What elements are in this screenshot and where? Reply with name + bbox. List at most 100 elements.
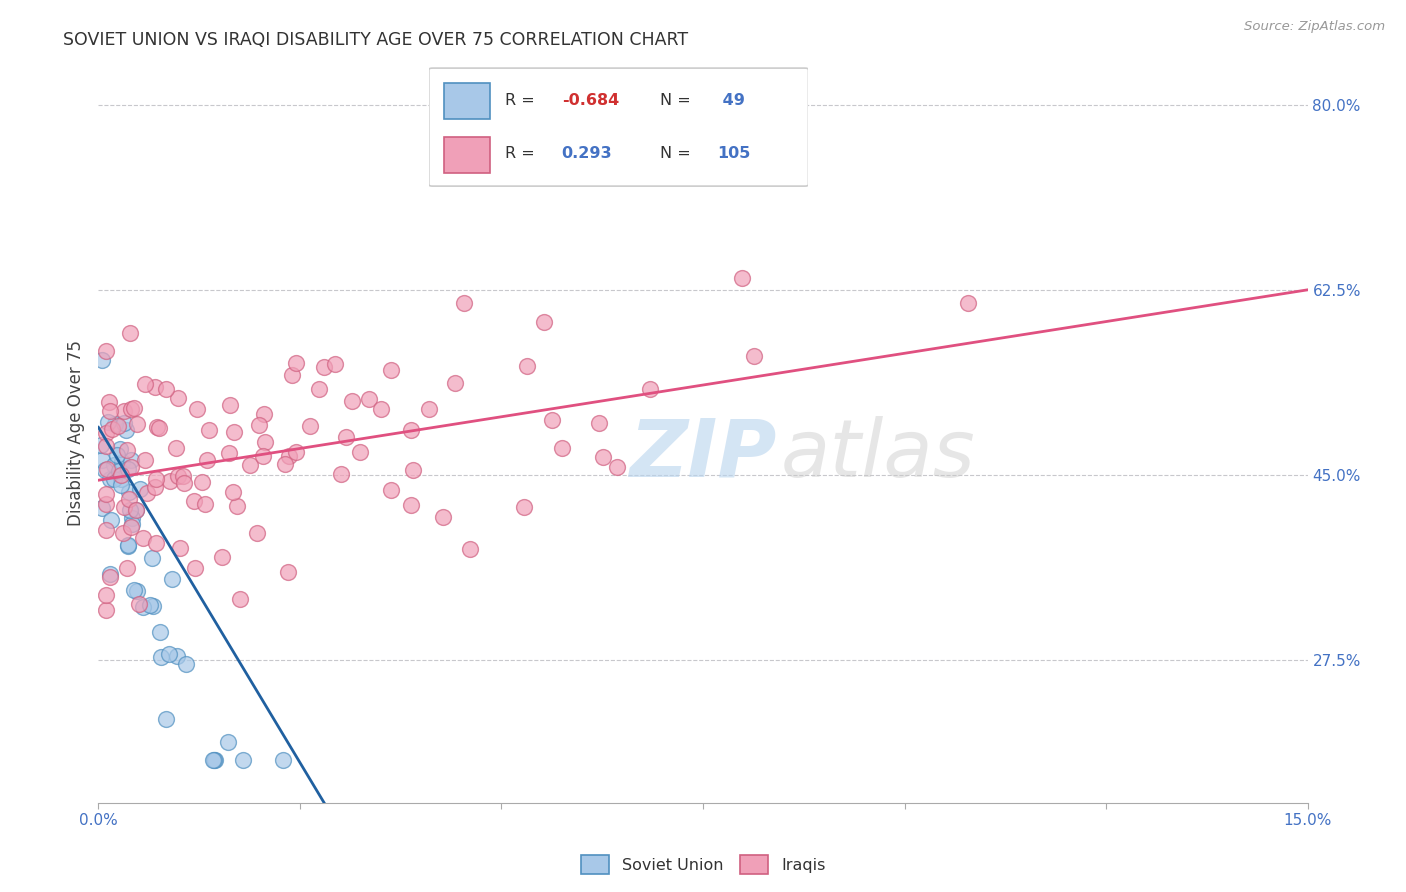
Point: [592, 450, 614, 464]
Point: [149, 624, 172, 639]
Point: [432, 510, 454, 524]
Point: [98, 472, 121, 486]
Point: [110, 455, 132, 469]
Point: [224, 425, 246, 439]
Point: [145, 535, 167, 549]
Point: [194, 497, 217, 511]
Point: [121, 516, 143, 531]
Point: [533, 316, 555, 330]
Point: [160, 572, 183, 586]
Point: [402, 463, 425, 477]
Point: [100, 513, 122, 527]
Point: [110, 468, 132, 483]
Point: [107, 419, 129, 434]
Point: [108, 464, 131, 478]
Point: [122, 401, 145, 415]
Point: [172, 469, 194, 483]
Point: [606, 460, 628, 475]
Point: [115, 423, 138, 437]
Text: ZIP: ZIP: [630, 416, 776, 494]
Bar: [444, 136, 489, 173]
Point: [145, 472, 167, 486]
Point: [98, 570, 121, 584]
Point: [110, 442, 132, 456]
Point: [211, 550, 233, 565]
Bar: [444, 83, 489, 119]
Point: [97, 415, 120, 429]
Point: [340, 394, 363, 409]
Text: R =: R =: [505, 93, 534, 108]
Point: [98, 567, 121, 582]
Point: [225, 500, 247, 514]
Text: R =: R =: [505, 146, 534, 161]
Point: [91, 453, 114, 467]
Point: [278, 450, 301, 464]
Point: [96, 523, 118, 537]
Point: [370, 402, 392, 417]
Point: [112, 403, 135, 417]
Point: [513, 500, 536, 515]
Point: [312, 359, 335, 374]
Point: [541, 413, 564, 427]
Text: -0.684: -0.684: [561, 93, 619, 108]
Point: [325, 357, 347, 371]
Point: [239, 458, 262, 473]
Point: [112, 416, 135, 430]
Point: [128, 482, 150, 496]
Point: [357, 392, 380, 406]
Point: [103, 472, 125, 486]
Point: [742, 350, 765, 364]
Point: [136, 486, 159, 500]
Point: [155, 712, 177, 726]
Point: [218, 446, 240, 460]
Point: [132, 600, 155, 615]
Point: [94, 462, 117, 476]
Point: [120, 326, 142, 341]
Point: [110, 472, 132, 486]
Point: [281, 368, 304, 383]
Point: [159, 474, 181, 488]
Point: [399, 498, 422, 512]
Point: [277, 565, 299, 579]
Point: [120, 460, 142, 475]
Point: [112, 500, 135, 514]
Point: [273, 457, 295, 471]
Point: [117, 461, 139, 475]
Point: [98, 404, 121, 418]
Point: [139, 598, 162, 612]
Point: [183, 493, 205, 508]
FancyBboxPatch shape: [429, 68, 808, 186]
Point: [90, 500, 112, 515]
Point: [173, 475, 195, 490]
Point: [118, 484, 141, 499]
Point: [298, 419, 321, 434]
Point: [122, 582, 145, 597]
Point: [143, 380, 166, 394]
Point: [97, 395, 120, 409]
Point: [134, 452, 156, 467]
Point: [103, 458, 125, 473]
Point: [96, 439, 118, 453]
Point: [453, 296, 475, 310]
Point: [127, 417, 149, 431]
Point: [105, 448, 128, 462]
Point: [731, 271, 754, 285]
Point: [638, 382, 661, 396]
Point: [118, 492, 141, 507]
Point: [204, 754, 226, 768]
Point: [550, 441, 572, 455]
Point: [120, 452, 142, 467]
Point: [349, 445, 371, 459]
Point: [380, 362, 402, 376]
Point: [167, 391, 190, 405]
Point: [285, 357, 308, 371]
Point: [197, 423, 219, 437]
Point: [254, 434, 277, 449]
Point: [418, 402, 440, 417]
Point: [201, 754, 224, 768]
Point: [96, 588, 118, 602]
Point: [148, 420, 170, 434]
Point: [115, 561, 138, 575]
Point: [335, 430, 357, 444]
Text: 105: 105: [717, 146, 751, 161]
